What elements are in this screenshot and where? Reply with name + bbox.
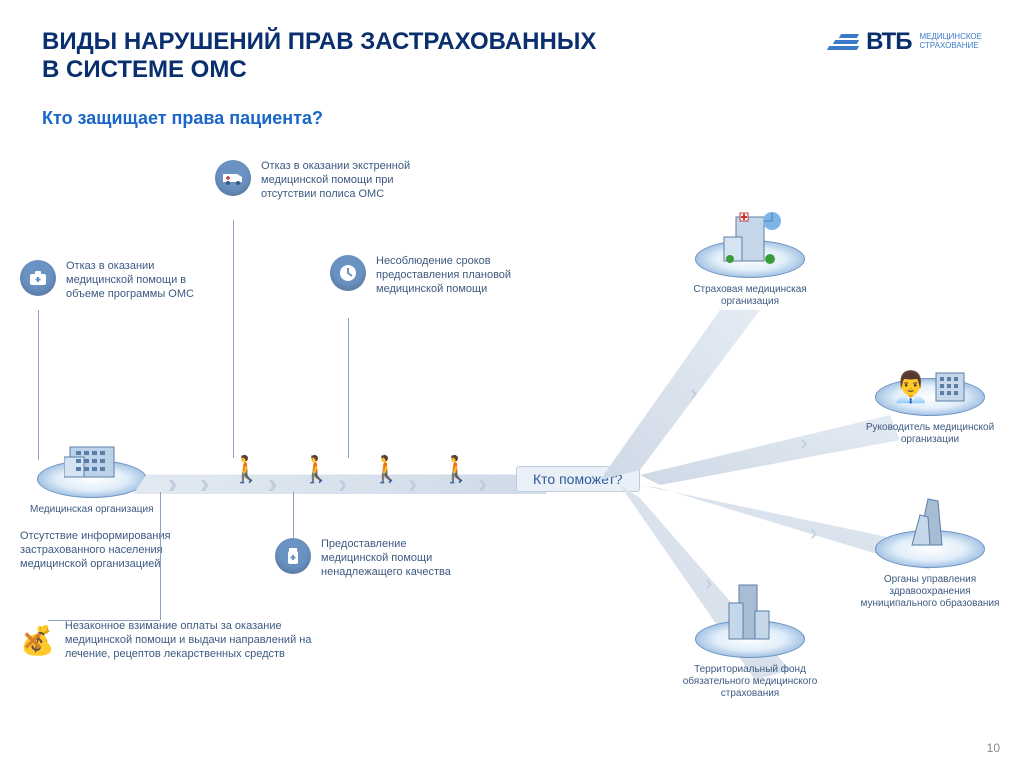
callout-text: Отсутствие информирования застрахованног… [20, 530, 190, 571]
chevron-icon: › [408, 468, 417, 500]
violation-v2: Отказ в оказании экстренной медицинской … [215, 160, 411, 201]
disc-platform [875, 530, 985, 568]
callout-text: Предоставление медицинской помощи ненадл… [321, 538, 471, 579]
disc-platform: 👨‍💼 [875, 378, 985, 416]
entity-label: Медицинская организация [30, 504, 154, 516]
chevron-icon: › [268, 468, 277, 500]
tower-icon [908, 495, 952, 555]
page-title: ВИДЫ НАРУШЕНИЙ ПРАВ ЗАСТРАХОВАННЫХ В СИС… [42, 28, 602, 83]
chevron-icon: › [168, 468, 177, 500]
disc-platform [37, 460, 147, 498]
logo: ВТБ МЕДИЦИНСКОЕ СТРАХОВАНИЕ [828, 28, 982, 56]
violation-v5: Предоставление медицинской помощи ненадл… [275, 538, 471, 579]
svg-text:›: › [810, 520, 817, 545]
logo-wings-icon [828, 34, 858, 50]
violation-v4: Отсутствие информирования застрахованног… [20, 530, 190, 571]
entity-label: Руководитель медицинской организации [860, 422, 1000, 446]
violation-v1: Отказ в оказании медицинской помощи в об… [20, 260, 216, 301]
connector-line [160, 492, 161, 620]
entity-label: Территориальный фонд обязательного медиц… [680, 664, 820, 700]
logo-text: ВТБ [866, 28, 911, 56]
svg-text:›: › [690, 380, 697, 405]
walker-icon: 🚶 [370, 454, 402, 485]
chevron-icon: › [200, 468, 209, 500]
callout-text: Отказ в оказании экстренной медицинской … [261, 160, 411, 201]
entity-territorial: Территориальный фонд обязательного медиц… [680, 620, 820, 700]
money-crossed-icon: 💰 [20, 624, 55, 657]
entity-medorg: Медицинская организация [30, 460, 154, 516]
walker-icon: 🚶 [230, 454, 262, 485]
callout-text: Несоблюдение сроков предоставления плано… [376, 255, 526, 296]
clock-icon [330, 255, 366, 291]
entity-head: 👨‍💼 Руководитель медицинской организации [860, 378, 1000, 446]
medkit-icon [20, 260, 56, 296]
chevron-icon: › [478, 468, 487, 500]
building-icon [64, 437, 120, 483]
diagram-canvas: Медицинская организация › › 🚶 › 🚶 › 🚶 › … [0, 150, 1024, 747]
entity-insurance: Страховая медицинская организация [680, 240, 820, 308]
violation-v3: Несоблюдение сроков предоставления плано… [330, 255, 526, 296]
disc-platform [695, 620, 805, 658]
connector-line [233, 220, 234, 458]
disc-platform [695, 240, 805, 278]
hospital-building-icon [718, 211, 782, 267]
connector-line [348, 318, 349, 458]
pill-bottle-icon [275, 538, 311, 574]
subtitle: Кто защищает права пациента? [42, 108, 323, 129]
logo-subtitle: МЕДИЦИНСКОЕ СТРАХОВАНИЕ [919, 33, 982, 51]
entity-label: Органы управления здравоохранения муници… [860, 574, 1000, 610]
walker-icon: 🚶 [300, 454, 332, 485]
entity-label: Страховая медицинская организация [680, 284, 820, 308]
chevron-icon: › [338, 468, 347, 500]
ambulance-icon [215, 160, 251, 196]
connector-line [293, 492, 294, 538]
walker-icon: 🚶 [440, 454, 472, 485]
entity-municipal: Органы управления здравоохранения муници… [860, 530, 1000, 610]
skyscraper-icon [725, 583, 775, 645]
callout-text: Незаконное взимание оплаты за оказание м… [65, 620, 325, 661]
connector-line [38, 310, 39, 460]
header: ВИДЫ НАРУШЕНИЙ ПРАВ ЗАСТРАХОВАННЫХ В СИС… [42, 28, 982, 83]
connector-line [48, 620, 160, 621]
person-building-icon: 👨‍💼 [892, 369, 967, 405]
svg-text:›: › [800, 430, 807, 455]
svg-text:›: › [705, 570, 712, 595]
violation-v6: 💰 Незаконное взимание оплаты за оказание… [20, 620, 325, 661]
page-number: 10 [987, 741, 1000, 755]
callout-text: Отказ в оказании медицинской помощи в об… [66, 260, 216, 301]
